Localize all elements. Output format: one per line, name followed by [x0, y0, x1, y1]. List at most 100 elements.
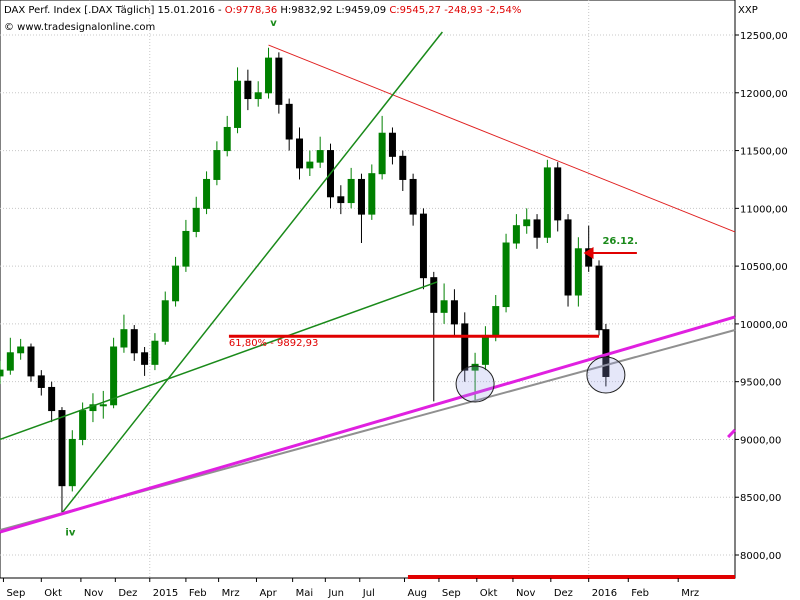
candle-body: [68, 438, 76, 487]
candle-body: [440, 300, 448, 313]
candle-body: [110, 346, 118, 406]
candle-body: [595, 265, 603, 331]
candle-body: [27, 346, 35, 377]
candle-body: [161, 300, 169, 342]
candle-body: [574, 248, 582, 296]
x-tick-label: Mai: [296, 588, 314, 599]
overlay: v iv 26.12. 61,80% - 9892,93: [0, 18, 737, 579]
trend-line: [268, 44, 736, 233]
x-tick-label: Mrz: [681, 588, 699, 599]
candle-body: [430, 277, 438, 313]
grid: [0, 0, 735, 578]
candle-body: [17, 346, 25, 354]
candle-body: [244, 80, 252, 100]
x-tick-label: Dez: [118, 588, 137, 599]
arrow-head: [583, 246, 594, 259]
plot-area: [0, 0, 736, 579]
candle-body: [285, 103, 293, 140]
candle-body: [234, 80, 242, 128]
candle-body: [409, 178, 417, 215]
candle-body: [192, 207, 200, 232]
annotation: 61,80% - 9892,93: [229, 338, 318, 349]
x-tick-label: Okt: [44, 588, 62, 599]
candle-body: [130, 329, 138, 354]
candle-body: [533, 219, 541, 238]
candle-body: [502, 242, 510, 308]
marks: [0, 47, 610, 514]
candle-body: [316, 150, 324, 163]
x-tick-label: Feb: [631, 588, 649, 599]
candle-body: [172, 265, 180, 302]
candle-body: [337, 196, 345, 204]
header: DAX Perf. Index [.DAX Täglich] 15.01.201…: [4, 5, 521, 16]
candle-body: [554, 167, 562, 221]
header-high-low: H:9832,92 L:9459,09: [280, 5, 386, 16]
x-tick-label: Mrz: [222, 588, 240, 599]
candle-body: [419, 213, 427, 279]
y-tick-label: 8000,00: [740, 551, 781, 562]
candle-body: [79, 410, 87, 440]
trend-line: [0, 315, 736, 534]
x-tick-label: Sep: [442, 588, 461, 599]
candle-body: [203, 178, 211, 209]
candle-body: [223, 126, 231, 152]
x-tick-label: Sep: [6, 588, 25, 599]
candle-body: [151, 340, 159, 365]
x-tick-label: Jun: [327, 588, 344, 599]
x-tick-label: 2016: [592, 588, 617, 599]
trend-line: [727, 428, 737, 439]
candle-body: [296, 138, 304, 169]
candle-body: [254, 92, 262, 100]
x-tick-label: Nov: [516, 588, 536, 599]
y-tick-label: 9000,00: [740, 435, 781, 446]
x-tick-label: Apr: [259, 588, 277, 599]
candle-body: [512, 225, 520, 244]
header-close: C:9545,27 -248,93 -2,54%: [389, 5, 521, 16]
x-tick-label: 2015: [153, 588, 178, 599]
candle-body: [388, 132, 396, 157]
x-tick-label: Feb: [189, 588, 207, 599]
candle-body: [99, 404, 107, 407]
candle-body: [182, 230, 190, 267]
candle-body: [543, 167, 551, 238]
candle-body: [275, 57, 283, 105]
watermark: © www.tradesignalonline.com: [4, 22, 155, 33]
candle-body: [265, 57, 273, 94]
candle-body: [37, 375, 45, 388]
header-prefix: DAX Perf. Index [.DAX Täglich] 15.01.201…: [4, 5, 222, 16]
trend-line: [0, 281, 438, 441]
y-tick-label: 9500,00: [740, 378, 781, 389]
highlight-circle: [455, 365, 495, 403]
candle-body: [523, 219, 531, 227]
candle-body: [399, 155, 407, 180]
y-tick-label: 11000,00: [740, 204, 788, 215]
candle-body: [6, 352, 14, 371]
candle-body: [306, 161, 314, 169]
candle-body: [213, 150, 221, 180]
x-tick-label: Nov: [84, 588, 104, 599]
candle-body: [564, 219, 572, 296]
annotation: iv: [65, 527, 75, 538]
x-tick-label: Aug: [408, 588, 428, 599]
annotation: 26.12.: [602, 236, 637, 247]
x-tick-label: Okt: [480, 588, 498, 599]
y-tick-label: 8500,00: [740, 493, 781, 504]
y-tick-label: 10500,00: [740, 262, 788, 273]
candle-body: [347, 178, 355, 204]
trend-line: [61, 31, 443, 514]
candle-body: [368, 173, 376, 215]
candle-body: [492, 306, 500, 336]
annotation: v: [270, 18, 277, 29]
candle-body: [120, 329, 128, 348]
x-tick-label: Dez: [554, 588, 573, 599]
candle-body: [461, 323, 469, 371]
header-open: O:9778,36: [225, 5, 277, 16]
candle-body: [0, 369, 4, 377]
y-tick-label: 11500,00: [740, 147, 788, 158]
axis-code: XXP: [738, 5, 758, 16]
highlight-circle: [586, 356, 626, 394]
y-tick-label: 10000,00: [740, 320, 788, 331]
candle-body: [471, 363, 479, 371]
candle-body: [481, 334, 489, 365]
candle-body: [450, 300, 458, 325]
